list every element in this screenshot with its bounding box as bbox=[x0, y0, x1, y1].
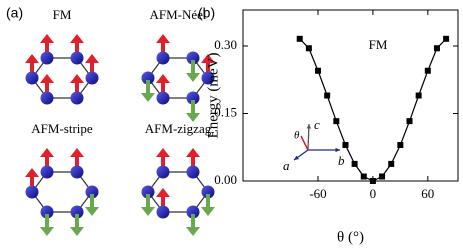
data-point bbox=[296, 35, 303, 42]
inset-axis-label: c bbox=[314, 117, 320, 132]
atom bbox=[40, 165, 54, 179]
data-point bbox=[406, 118, 413, 125]
spin-direction bbox=[300, 135, 309, 151]
config-title: AFM-Néel bbox=[149, 7, 206, 22]
data-point bbox=[333, 118, 340, 125]
atom bbox=[156, 165, 170, 179]
data-point bbox=[388, 160, 395, 167]
atom bbox=[156, 205, 170, 219]
atom bbox=[85, 185, 99, 199]
spin-configs: FM AFM-Néel AFM-stripe AFM-zigzag bbox=[25, 7, 215, 236]
spin-head bbox=[156, 34, 170, 43]
atom bbox=[70, 205, 84, 219]
inset-axis-label: a bbox=[283, 158, 290, 173]
data-point bbox=[379, 173, 386, 180]
spin-head bbox=[70, 148, 84, 157]
spin-head bbox=[201, 207, 215, 216]
data-point bbox=[433, 45, 440, 52]
spin-head bbox=[70, 74, 84, 83]
config-title: AFM-stripe bbox=[31, 121, 93, 136]
axis-arrow-head bbox=[335, 147, 340, 153]
atom bbox=[186, 205, 200, 219]
atom bbox=[201, 71, 215, 85]
panel-label: (b) bbox=[198, 5, 215, 21]
spin-head bbox=[156, 148, 170, 157]
y-tick-label: 0.00 bbox=[214, 172, 237, 187]
spin-head bbox=[85, 54, 99, 63]
atom bbox=[85, 71, 99, 85]
spin-head bbox=[186, 73, 200, 82]
y-tick-label: 0.30 bbox=[214, 37, 237, 52]
data-point bbox=[443, 35, 450, 42]
data-point bbox=[324, 92, 331, 99]
atom bbox=[40, 91, 54, 105]
hexagon bbox=[147, 57, 209, 99]
atom bbox=[70, 91, 84, 105]
data-point bbox=[424, 67, 431, 74]
hexagon bbox=[147, 171, 209, 213]
axis-arrow-head bbox=[294, 155, 299, 160]
x-axis-label: θ (°) bbox=[337, 229, 364, 245]
atom bbox=[141, 71, 155, 85]
spin-head bbox=[40, 148, 54, 157]
x-tick-label: 0 bbox=[370, 186, 377, 201]
data-point bbox=[342, 142, 349, 148]
spin-head bbox=[156, 74, 170, 83]
panel-label: (a) bbox=[6, 5, 23, 21]
y-axis-label: Energy (meV) bbox=[205, 53, 221, 139]
atom bbox=[201, 185, 215, 199]
atom bbox=[186, 165, 200, 179]
spin-head bbox=[186, 227, 200, 236]
hexagon bbox=[31, 171, 93, 213]
spin-head bbox=[25, 168, 39, 177]
hexagon bbox=[31, 57, 93, 99]
x-tick-label: -60 bbox=[309, 186, 326, 201]
atom bbox=[70, 165, 84, 179]
plot-frame bbox=[242, 9, 459, 182]
axis-arrow-head bbox=[306, 124, 312, 129]
spin-head bbox=[141, 207, 155, 216]
data-line bbox=[299, 38, 447, 182]
spin-head bbox=[40, 74, 54, 83]
inset-axis-label: θ bbox=[294, 130, 300, 142]
data-point bbox=[415, 92, 422, 99]
inset-axis-label: b bbox=[338, 153, 345, 168]
data-point bbox=[351, 160, 358, 167]
data-point bbox=[315, 67, 322, 74]
spin-head bbox=[201, 54, 215, 63]
atom bbox=[25, 185, 39, 199]
spin-head bbox=[25, 54, 39, 63]
atom bbox=[186, 51, 200, 65]
atom bbox=[141, 185, 155, 199]
spin-head bbox=[70, 227, 84, 236]
spin-head bbox=[40, 34, 54, 43]
spin-head bbox=[141, 93, 155, 102]
config-title: FM bbox=[53, 7, 72, 22]
spin-head bbox=[156, 188, 170, 197]
y-tick-label: 0.15 bbox=[214, 104, 237, 119]
atom bbox=[186, 91, 200, 105]
atom bbox=[25, 71, 39, 85]
x-tick-label: 60 bbox=[421, 186, 434, 201]
annotation: FM bbox=[369, 37, 388, 52]
spin-head bbox=[40, 227, 54, 236]
atom bbox=[156, 51, 170, 65]
atom bbox=[70, 51, 84, 65]
data-point bbox=[369, 178, 376, 184]
data-point bbox=[360, 173, 367, 180]
spin-head bbox=[186, 148, 200, 157]
atom bbox=[40, 205, 54, 219]
spin-head bbox=[70, 34, 84, 43]
config-title: AFM-zigzag bbox=[145, 121, 212, 136]
spin-head bbox=[186, 113, 200, 122]
data-point bbox=[397, 142, 404, 148]
atom bbox=[156, 91, 170, 105]
atom bbox=[40, 51, 54, 65]
data-point bbox=[305, 45, 312, 52]
spin-head bbox=[85, 207, 99, 216]
chart: 0.00 0.15 0.30 -60 0 60 θ (°) Energy (meV) FM b c a… bbox=[205, 9, 459, 245]
